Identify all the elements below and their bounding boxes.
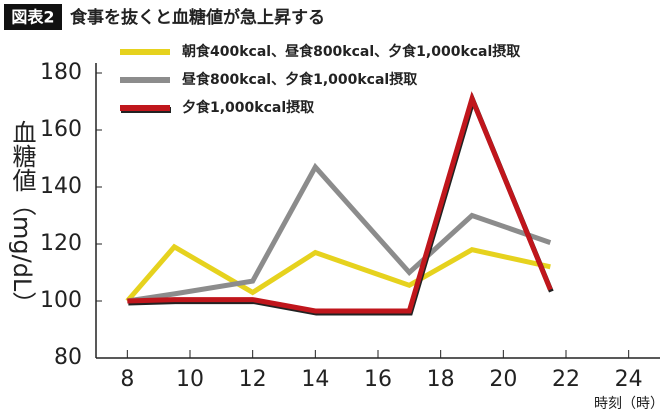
x-tick-label: 20 <box>489 367 517 392</box>
y-tick-label: 140 <box>40 174 82 199</box>
x-tick-label: 22 <box>552 367 580 392</box>
y-tick-label: 100 <box>40 288 82 313</box>
series-line <box>126 162 552 304</box>
x-tick-label: 24 <box>615 367 643 392</box>
y-tick-label: 180 <box>40 60 82 85</box>
y-axis-label: 血糖値（mg/dL） <box>8 120 36 315</box>
chart-title: 食事を抜くと血糖値が急上昇する <box>70 7 325 28</box>
x-tick-label: 14 <box>301 367 329 392</box>
y-tick-label: 80 <box>54 345 82 370</box>
legend-label: 昼食800kcal、夕食1,000kcal摂取 <box>182 71 418 88</box>
series-line <box>125 243 551 303</box>
legend-label: 朝食400kcal、昼食800kcal、夕食1,000kcal摂取 <box>182 43 521 60</box>
y-tick-label: 160 <box>40 117 82 142</box>
x-tick-label: 10 <box>176 367 204 392</box>
series-line <box>127 91 553 314</box>
y-tick-label: 120 <box>40 231 82 256</box>
figure-label-box <box>4 4 62 30</box>
x-tick-label: 8 <box>120 367 134 392</box>
figure-label: 図表2 <box>11 8 54 27</box>
x-tick-label: 16 <box>364 367 392 392</box>
legend-label: 夕食1,000kcal摂取 <box>182 99 315 116</box>
x-axis-label: 時刻（時） <box>594 396 664 412</box>
x-tick-label: 18 <box>427 367 455 392</box>
x-tick-label: 12 <box>239 367 267 392</box>
